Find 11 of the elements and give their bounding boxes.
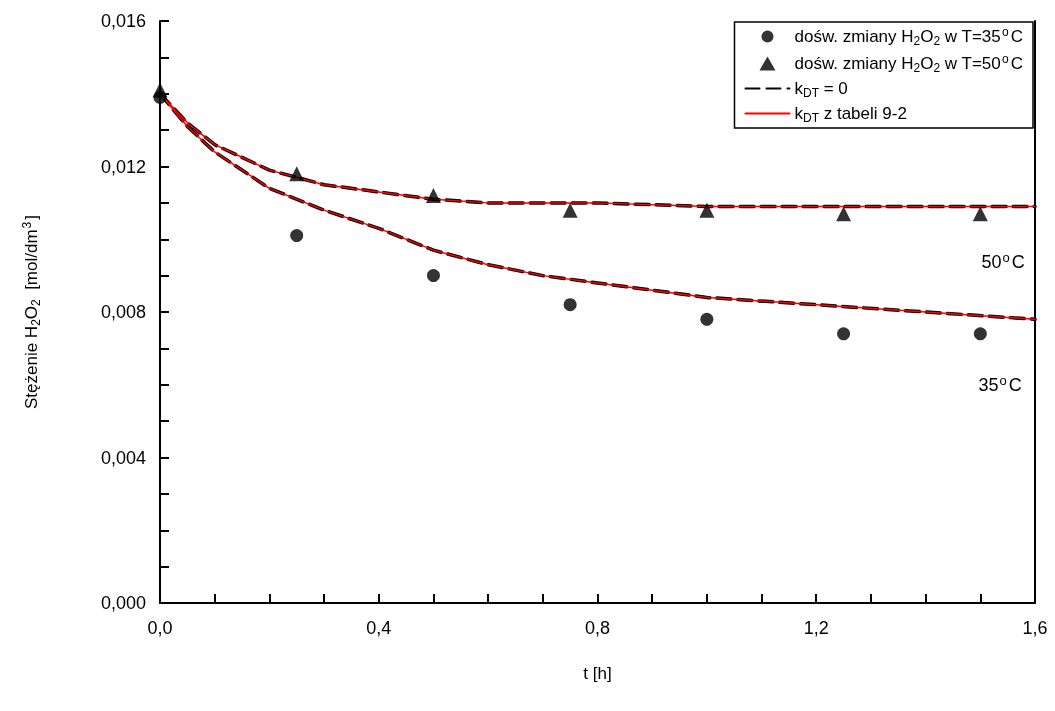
y-tick-label: 0,000 [100,593,146,613]
y-tick-label: 0,004 [100,447,146,468]
y-tick-label: 0,008 [100,302,146,322]
x-tick-label: 0,0 [147,618,173,638]
x-tick-label: 1,6 [1022,618,1048,638]
y-tick-label: 0,012 [100,156,146,177]
x-tick-label: 0,8 [584,618,611,638]
x-tick-label: 0,4 [366,618,392,638]
x-axis-title: t [h] [583,664,612,683]
x-tick-label: 1,2 [803,618,829,638]
y-tick-label: 0,016 [100,11,146,31]
